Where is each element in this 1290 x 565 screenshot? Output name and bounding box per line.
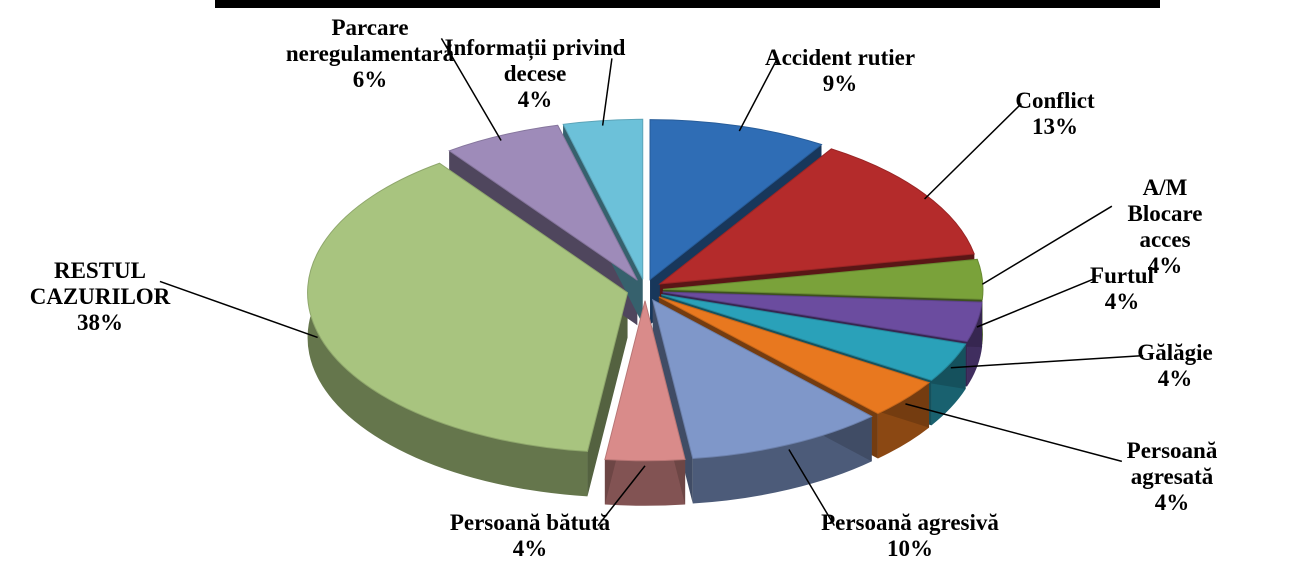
value-label: 4% [1104,289,1140,314]
category-name: Gălăgie [1137,340,1213,365]
value-label: 13% [1032,114,1078,139]
slice [661,294,967,381]
pie-tops [307,118,984,462]
leader-line [976,277,1096,328]
category-name: Accident rutier [764,45,916,70]
slice-label: Accident rutier 9% [765,45,915,97]
slice-side [692,416,872,504]
slice-label: Persoană bătută 4% [450,510,610,562]
slice-label: Furtul 4% [1090,263,1154,315]
leader-lines [159,38,1144,527]
slice-label: A/M Blocare acces 4% [1103,175,1228,279]
value-label: 4% [1147,253,1183,278]
value-label: 38% [76,310,123,335]
slice-label: RESTUL CAZURILOR 38% [30,258,171,336]
category-name: RESTUL CAZURILOR [29,258,171,309]
value-label: 4% [1157,366,1193,391]
slice-label: Persoană agresivă 10% [821,510,999,562]
category-name: Conflict [1015,88,1095,113]
slice [658,296,931,415]
top-bar [215,0,1160,8]
leader-line [924,103,1022,200]
leader-line [905,403,1123,463]
category-name: Persoană bătută [449,510,611,535]
slice [662,258,984,300]
slice [651,298,873,460]
category-name: Informații privind decese [444,35,626,86]
slice-label: Persoană agresată 4% [1113,438,1231,516]
slice-side [307,163,588,497]
slice-label: Informații privind decese 4% [445,35,626,113]
value-label: 10% [887,536,933,561]
slice [604,300,686,462]
category-name: Persoană agresivă [821,510,999,535]
leader-line [788,449,835,526]
slice-label: Conflict 13% [1015,88,1094,140]
category-name: A/M Blocare acces [1127,175,1203,252]
leader-line [738,60,777,132]
slice [307,162,629,452]
leader-line [159,280,318,339]
value-label: 4% [512,536,548,561]
category-name: Furtul [1090,263,1154,288]
slice-side [604,459,686,506]
slice-label: Gălăgie 4% [1137,340,1212,392]
slice [662,291,983,343]
leader-line [981,205,1113,285]
slice [658,148,975,285]
leader-line [597,465,646,527]
leader-line [440,38,502,141]
slice [649,119,823,281]
category-name: Persoană agresată [1126,438,1218,489]
leader-line [601,58,613,126]
slice-label: Parcare neregulamentară 6% [286,15,454,93]
value-label: 4% [1154,490,1190,515]
category-name: Parcare neregulamentară [285,15,455,66]
value-label: 4% [517,87,553,112]
value-label: 9% [822,71,858,96]
leader-line [950,354,1144,369]
slice [448,124,638,281]
value-label: 6% [352,67,388,92]
